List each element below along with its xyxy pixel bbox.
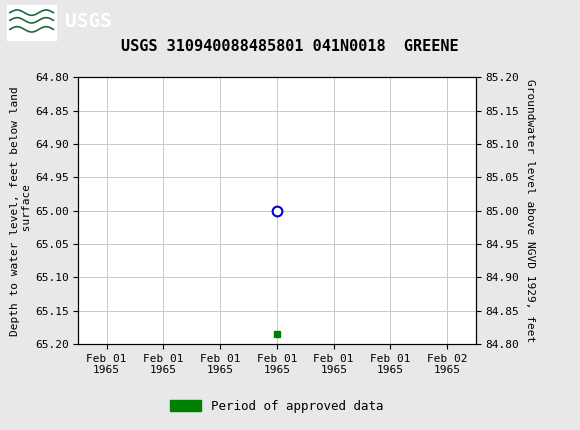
Y-axis label: Groundwater level above NGVD 1929, feet: Groundwater level above NGVD 1929, feet [525,79,535,342]
Legend: Period of approved data: Period of approved data [165,395,389,418]
Text: USGS: USGS [65,12,112,31]
Y-axis label: Depth to water level, feet below land
 surface: Depth to water level, feet below land su… [10,86,32,335]
Text: USGS 310940088485801 041N0018  GREENE: USGS 310940088485801 041N0018 GREENE [121,39,459,54]
FancyBboxPatch shape [7,4,56,40]
